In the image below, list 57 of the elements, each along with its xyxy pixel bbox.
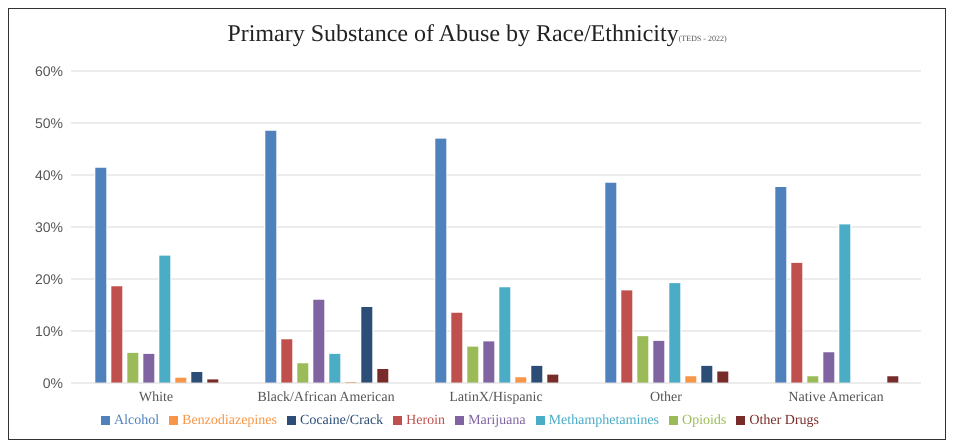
legend-label: Benzodiazepines	[182, 413, 277, 428]
legend-label: Cocaine/Crack	[300, 413, 384, 428]
y-tick-label: 40%	[34, 166, 63, 183]
legend-label: Opioids	[682, 413, 726, 428]
y-tick-label: 10%	[34, 322, 63, 339]
y-tick-label: 20%	[34, 270, 63, 287]
bar	[636, 335, 650, 383]
bar	[774, 186, 788, 383]
bar	[296, 362, 310, 383]
bar	[466, 346, 480, 383]
bar	[482, 340, 496, 383]
bar	[886, 375, 900, 383]
x-tick-label: LatinX/Hispanic	[449, 390, 543, 405]
bar	[716, 370, 730, 383]
bar	[190, 371, 204, 383]
bar	[806, 375, 820, 383]
bar	[110, 285, 124, 383]
bar	[652, 340, 666, 383]
legend-label: Marijuana	[468, 413, 526, 428]
y-tick-label: 30%	[34, 218, 63, 235]
bar	[620, 289, 634, 383]
bar	[790, 262, 804, 383]
bar	[838, 223, 852, 383]
x-tick-label: Black/African American	[257, 390, 395, 405]
bar	[376, 368, 390, 383]
bar	[546, 374, 560, 383]
chart-subtitle: (TEDS - 2022)	[678, 34, 727, 43]
legend-label: Other Drugs	[749, 413, 819, 428]
bar	[450, 312, 464, 383]
bar	[312, 298, 326, 383]
x-tick-label: Native American	[788, 390, 884, 405]
bar	[94, 166, 108, 383]
bar	[498, 286, 512, 383]
bar	[668, 282, 682, 383]
y-tick-label: 50%	[34, 114, 63, 131]
bar	[434, 138, 448, 383]
bar	[684, 375, 698, 383]
legend-label: Methamphetamines	[548, 413, 660, 428]
bar	[514, 376, 528, 383]
bar	[280, 338, 294, 383]
bar	[822, 351, 836, 383]
bar	[700, 364, 714, 383]
y-tick-label: 0%	[42, 374, 63, 391]
x-tick-label: White	[138, 390, 174, 405]
bar	[530, 364, 544, 383]
bar	[604, 182, 618, 383]
bar	[264, 130, 278, 383]
legend-label: Alcohol	[114, 413, 160, 428]
bar	[328, 352, 342, 383]
chart-title: Primary Substance of Abuse by Race/Ethnicity	[227, 21, 679, 47]
y-tick-label: 60%	[34, 62, 63, 79]
bar	[360, 306, 374, 383]
bar	[126, 352, 140, 383]
bar	[158, 254, 172, 383]
x-tick-label: Other	[650, 390, 682, 405]
bar	[142, 352, 156, 383]
legend-label: Heroin	[406, 413, 446, 428]
